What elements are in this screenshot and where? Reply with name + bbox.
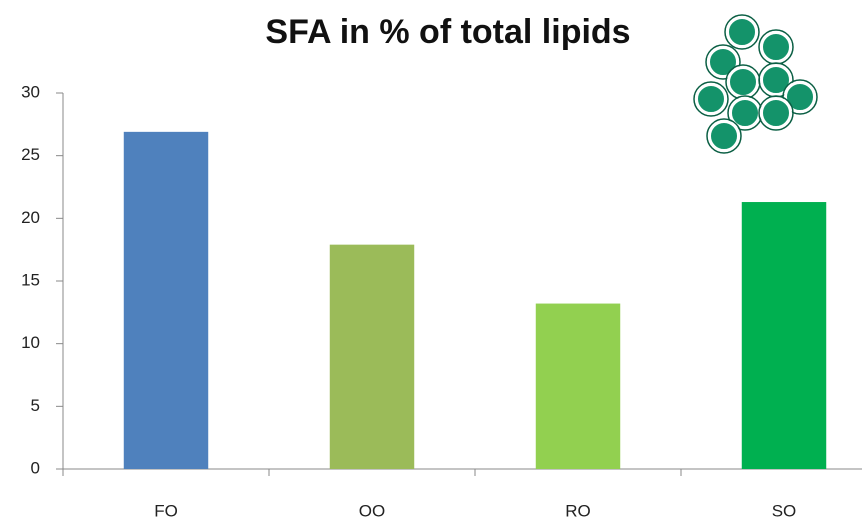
- chart: SFA in % of total lipids 0 5 10 15 20 25 30 FO O…: [0, 0, 864, 526]
- icon-cell: [710, 122, 739, 151]
- bar: [330, 245, 414, 469]
- icon: [694, 15, 817, 153]
- y-tick-label: 5: [31, 396, 40, 415]
- page: SFA in % of total lipids 0 5 10 15 20 25 30 FO O…: [0, 0, 864, 526]
- y-tick-label: 15: [21, 270, 40, 289]
- y-tick-label: 20: [21, 208, 40, 227]
- y-tick-label: 0: [31, 458, 40, 477]
- icon-cell: [697, 85, 726, 114]
- x-tick-label: RO: [565, 501, 591, 520]
- y-tick-label: 25: [21, 145, 40, 164]
- icon-cell: [728, 18, 757, 47]
- x-tick-label: FO: [154, 501, 178, 520]
- bar: [124, 132, 208, 469]
- icon-cell: [762, 33, 791, 62]
- y-tick-label: 10: [21, 333, 40, 352]
- bar: [742, 202, 826, 469]
- y-tick-label: 30: [21, 82, 40, 101]
- bar: [536, 304, 620, 469]
- chart-title: SFA in % of total lipids: [265, 13, 630, 51]
- x-tick-label: SO: [772, 501, 797, 520]
- x-tick-label: OO: [359, 501, 385, 520]
- icon-cell: [729, 68, 758, 97]
- icon-cell: [762, 99, 791, 128]
